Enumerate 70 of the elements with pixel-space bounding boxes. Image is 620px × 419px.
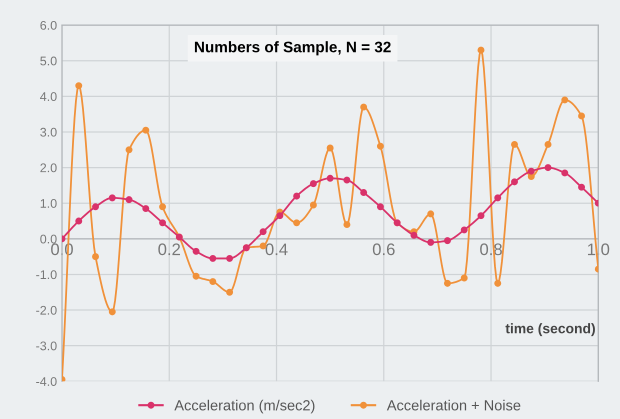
point bbox=[92, 203, 99, 210]
point bbox=[209, 278, 216, 286]
point bbox=[75, 82, 82, 90]
point bbox=[444, 237, 451, 244]
point bbox=[478, 212, 484, 220]
point bbox=[478, 46, 484, 54]
point bbox=[494, 194, 502, 202]
point bbox=[376, 142, 384, 150]
point bbox=[92, 253, 99, 260]
point bbox=[561, 169, 568, 176]
point bbox=[544, 164, 552, 172]
point bbox=[108, 308, 116, 316]
y-tick-label: 1.0 bbox=[40, 199, 57, 208]
point bbox=[444, 280, 451, 287]
point bbox=[260, 228, 267, 236]
point bbox=[343, 176, 350, 184]
point bbox=[376, 203, 384, 210]
point bbox=[427, 238, 434, 246]
y-tick-label: -1.0 bbox=[36, 270, 57, 280]
point bbox=[159, 203, 166, 210]
point bbox=[326, 174, 334, 182]
point bbox=[126, 196, 133, 204]
point bbox=[209, 254, 216, 262]
point bbox=[75, 218, 82, 224]
point bbox=[310, 202, 317, 208]
y-tick-label: 6.0 bbox=[40, 20, 57, 30]
point bbox=[511, 178, 518, 186]
x-axis-title: time (second) bbox=[506, 323, 595, 336]
point bbox=[226, 254, 234, 262]
point bbox=[460, 226, 468, 234]
point bbox=[561, 96, 568, 104]
point bbox=[511, 140, 518, 148]
point bbox=[276, 212, 284, 220]
y-tick-label: 4.0 bbox=[40, 92, 57, 102]
point bbox=[159, 219, 166, 226]
y-tick-label: 5.0 bbox=[40, 56, 57, 66]
point bbox=[108, 194, 116, 202]
y-tick-label: -4.0 bbox=[36, 377, 57, 386]
point bbox=[293, 219, 300, 226]
point bbox=[293, 192, 300, 200]
point bbox=[494, 280, 502, 287]
y-tick-label: 3.0 bbox=[40, 128, 57, 137]
point bbox=[427, 210, 434, 218]
point bbox=[410, 232, 418, 239]
point bbox=[310, 180, 317, 188]
text: Numbers of Sample, N = 32 bbox=[194, 41, 391, 56]
x-tick-label: 0.4 bbox=[266, 243, 288, 256]
y-tick-label: 2.0 bbox=[40, 163, 57, 172]
point bbox=[142, 126, 150, 134]
x-tick-label: 0.2 bbox=[158, 243, 180, 256]
y-tick-label: -2.0 bbox=[36, 306, 57, 315]
point bbox=[544, 140, 552, 148]
point bbox=[460, 274, 468, 282]
point bbox=[192, 248, 200, 255]
point bbox=[126, 146, 133, 154]
point bbox=[360, 189, 368, 196]
point bbox=[142, 205, 150, 212]
point bbox=[528, 168, 535, 175]
legend-label: Acceleration (m/sec2) bbox=[174, 400, 314, 414]
point bbox=[578, 184, 586, 191]
y-tick-label: 0.0 bbox=[40, 234, 57, 244]
point bbox=[578, 112, 586, 120]
point bbox=[343, 221, 350, 228]
x-tick-label: 0.6 bbox=[372, 243, 395, 256]
legend-label: Acceleration + Noise bbox=[386, 400, 520, 410]
point bbox=[192, 272, 200, 280]
point bbox=[326, 144, 334, 152]
point bbox=[226, 288, 234, 296]
y-tick-label: -3.0 bbox=[36, 341, 57, 350]
point bbox=[360, 104, 368, 111]
